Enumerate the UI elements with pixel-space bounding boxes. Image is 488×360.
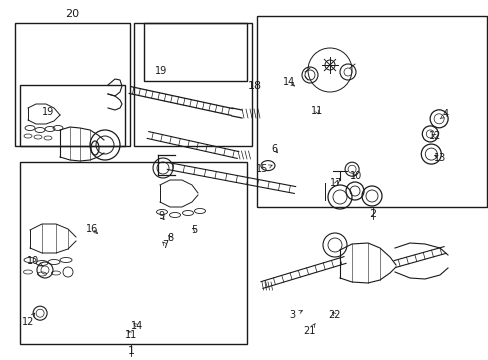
Text: 19: 19: [41, 107, 54, 117]
Text: 12: 12: [428, 131, 441, 141]
Text: 19: 19: [155, 66, 167, 76]
Text: 1: 1: [127, 346, 134, 356]
Text: 14: 14: [130, 321, 143, 331]
Text: 18: 18: [248, 81, 262, 91]
Text: 11: 11: [310, 106, 323, 116]
Text: 10: 10: [27, 256, 42, 266]
Text: 10: 10: [349, 171, 362, 181]
Bar: [256, 16, 486, 207]
Bar: [144, 23, 246, 81]
Bar: [134, 23, 251, 146]
Text: 20: 20: [65, 9, 79, 19]
Bar: [15, 23, 129, 146]
Text: 5: 5: [191, 225, 197, 235]
Text: 17: 17: [329, 178, 342, 188]
Text: 3: 3: [289, 310, 302, 320]
Bar: [20, 85, 124, 146]
Text: 22: 22: [328, 310, 341, 320]
Text: 21: 21: [303, 323, 315, 336]
Text: 13: 13: [433, 153, 446, 163]
Text: 4: 4: [439, 109, 448, 120]
Text: 6: 6: [271, 144, 277, 154]
Text: 2: 2: [368, 209, 375, 219]
Bar: [20, 162, 246, 344]
Text: 12: 12: [21, 313, 35, 327]
Text: 9: 9: [158, 211, 164, 221]
Text: 7: 7: [162, 240, 168, 250]
Text: 11: 11: [124, 330, 137, 340]
Text: 8: 8: [167, 233, 173, 243]
Text: 14: 14: [283, 77, 295, 87]
Text: 15: 15: [256, 164, 272, 174]
Text: 16: 16: [85, 224, 98, 234]
